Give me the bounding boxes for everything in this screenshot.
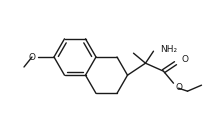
- Text: O: O: [28, 52, 35, 61]
- Text: NH₂: NH₂: [161, 45, 178, 54]
- Text: O: O: [175, 83, 183, 92]
- Text: O: O: [181, 55, 189, 64]
